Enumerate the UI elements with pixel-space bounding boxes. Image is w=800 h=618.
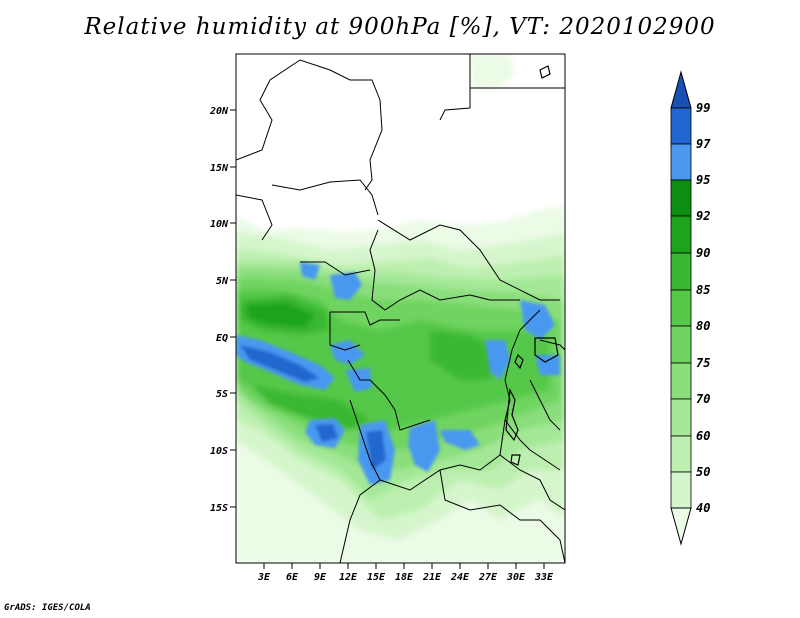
lat-label: 15N <box>210 163 229 174</box>
colorbar-label: 75 <box>696 356 710 370</box>
lon-label: 12E <box>339 572 358 583</box>
colorbar-label: 70 <box>696 392 710 406</box>
colorbar-label: 50 <box>696 465 710 479</box>
lat-label: 20N <box>209 106 229 117</box>
colorbar-label: 92 <box>696 209 710 223</box>
country-borders <box>236 54 565 563</box>
lon-label: 21E <box>422 572 442 583</box>
lon-label: 9E <box>314 572 327 583</box>
lon-label: 18E <box>395 572 414 583</box>
lakes <box>505 65 559 466</box>
lon-label: 15E <box>367 572 386 583</box>
colorbar-label: 85 <box>696 283 710 297</box>
colorbar-label: 80 <box>696 319 710 333</box>
colorbar-bottom-arrow <box>670 507 692 546</box>
lon-label: 27E <box>478 572 498 583</box>
lat-label: 15S <box>210 503 228 514</box>
colorbar-label: 90 <box>696 246 710 260</box>
colorbar-label: 97 <box>696 137 711 151</box>
map-frame <box>235 53 566 564</box>
lat-label: 5S <box>216 389 228 400</box>
colorbar-label: 95 <box>696 173 710 187</box>
lat-label: EQ <box>216 333 228 344</box>
lon-axis: 3E 6E 9E 12E 15E 18E 21E 24E 27E 30E 33E <box>257 563 554 583</box>
lat-label: 10S <box>210 446 228 457</box>
colorbar-label: 60 <box>696 429 710 443</box>
lat-label: 5N <box>216 276 229 287</box>
lon-label: 3E <box>257 572 271 583</box>
colorbar: 99 97 95 92 90 85 80 75 70 60 50 40 <box>670 70 711 546</box>
grads-credit: GrADS: IGES/COLA <box>4 603 91 613</box>
lat-axis: 20N 15N 10N 5N EQ 5S 10S 15S <box>209 106 236 514</box>
colorbar-label: 99 <box>696 101 710 115</box>
humidity-field <box>236 54 565 563</box>
lon-label: 30E <box>506 572 526 583</box>
lon-label: 33E <box>534 572 554 583</box>
lon-label: 24E <box>450 572 470 583</box>
lon-label: 6E <box>286 572 299 583</box>
colorbar-label: 40 <box>696 501 710 515</box>
chart-title: Relative humidity at 900hPa [%], VT: 202… <box>84 14 716 40</box>
colorbar-top-arrow <box>670 70 692 109</box>
lat-label: 10N <box>210 219 229 230</box>
